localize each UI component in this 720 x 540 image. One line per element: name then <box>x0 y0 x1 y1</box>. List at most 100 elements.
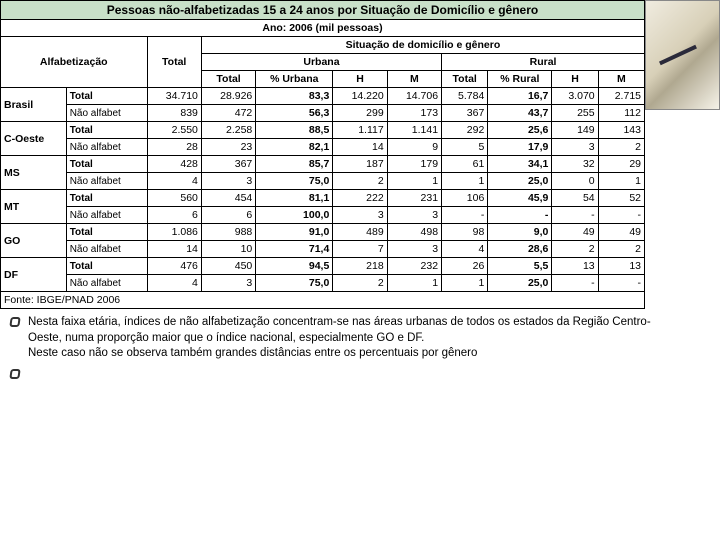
literacy-table: Pessoas não-alfabetizadas 15 a 24 anos p… <box>0 0 645 309</box>
row-nao-label: Não alfabet <box>66 173 147 190</box>
data-cell: 231 <box>387 190 441 207</box>
data-cell: 29 <box>598 156 644 173</box>
col-rur-total: Total <box>442 71 488 88</box>
note-2: Neste caso não se observa também grandes… <box>28 346 684 362</box>
data-cell: - <box>552 275 598 292</box>
region-cell: Brasil <box>1 88 67 122</box>
data-cell: 2 <box>598 139 644 156</box>
row-nao-label: Não alfabet <box>66 275 147 292</box>
data-cell: 3 <box>333 207 387 224</box>
data-cell: 4 <box>147 275 201 292</box>
data-cell: 1 <box>598 173 644 190</box>
footnotes: Nesta faixa etária, índices de não alfab… <box>0 309 700 362</box>
data-cell: 17,9 <box>488 139 552 156</box>
data-cell: 16,7 <box>488 88 552 105</box>
row-nao-label: Não alfabet <box>66 139 147 156</box>
table-row: Não alfabet141071,473428,622 <box>1 241 645 258</box>
data-cell: 179 <box>387 156 441 173</box>
data-cell: 49 <box>552 224 598 241</box>
table-row: Não alfabet4375,021125,001 <box>1 173 645 190</box>
data-cell: 0 <box>552 173 598 190</box>
decorative-photo-hand-writing <box>645 0 720 110</box>
col-urb-total: Total <box>201 71 255 88</box>
data-cell: 32 <box>552 156 598 173</box>
data-cell: 143 <box>598 122 644 139</box>
table-row: BrasilTotal34.71028.92683,314.22014.7065… <box>1 88 645 105</box>
table-row: DFTotal47645094,5218232265,51313 <box>1 258 645 275</box>
data-cell: 5.784 <box>442 88 488 105</box>
col-rur-m: M <box>598 71 644 88</box>
data-cell: 5,5 <box>488 258 552 275</box>
data-cell: 988 <box>201 224 255 241</box>
row-nao-label: Não alfabet <box>66 105 147 122</box>
data-cell: 2 <box>333 173 387 190</box>
data-cell: 28 <box>147 139 201 156</box>
row-total-label: Total <box>66 122 147 139</box>
data-cell: 52 <box>598 190 644 207</box>
row-total-label: Total <box>66 190 147 207</box>
table-row: Não alfabet83947256,329917336743,7255112 <box>1 105 645 122</box>
data-cell: 49 <box>598 224 644 241</box>
data-cell: 299 <box>333 105 387 122</box>
data-cell: 45,9 <box>488 190 552 207</box>
table-title: Pessoas não-alfabetizadas 15 a 24 anos p… <box>1 1 645 20</box>
data-cell: 472 <box>201 105 255 122</box>
bullet-icon <box>9 317 20 327</box>
data-cell: 100,0 <box>256 207 333 224</box>
data-cell: 428 <box>147 156 201 173</box>
data-cell: 2 <box>333 275 387 292</box>
data-cell: 10 <box>201 241 255 258</box>
data-cell: 112 <box>598 105 644 122</box>
data-cell: 4 <box>147 173 201 190</box>
col-pct-rural: % Rural <box>488 71 552 88</box>
col-total: Total <box>147 37 201 88</box>
data-cell: 7 <box>333 241 387 258</box>
note-1: Nesta faixa etária, índices de não alfab… <box>28 315 684 346</box>
bullet-icon <box>9 369 20 379</box>
data-cell: 9 <box>387 139 441 156</box>
data-cell: 23 <box>201 139 255 156</box>
data-cell: 2.550 <box>147 122 201 139</box>
data-cell: 91,0 <box>256 224 333 241</box>
col-urb-h: H <box>333 71 387 88</box>
data-cell: 450 <box>201 258 255 275</box>
region-cell: MS <box>1 156 67 190</box>
row-total-label: Total <box>66 224 147 241</box>
data-cell: - <box>488 207 552 224</box>
data-cell: 3 <box>387 207 441 224</box>
data-cell: 81,1 <box>256 190 333 207</box>
data-cell: 5 <box>442 139 488 156</box>
col-pct-urbana: % Urbana <box>256 71 333 88</box>
data-cell: 367 <box>201 156 255 173</box>
region-cell: MT <box>1 190 67 224</box>
data-cell: 85,7 <box>256 156 333 173</box>
data-cell: 25,6 <box>488 122 552 139</box>
data-cell: 476 <box>147 258 201 275</box>
data-cell: 3.070 <box>552 88 598 105</box>
data-cell: 367 <box>442 105 488 122</box>
data-cell: 3 <box>201 275 255 292</box>
data-cell: - <box>598 207 644 224</box>
table-row: GOTotal1.08698891,0489498989,04949 <box>1 224 645 241</box>
data-cell: 25,0 <box>488 275 552 292</box>
data-cell: 1.086 <box>147 224 201 241</box>
row-nao-label: Não alfabet <box>66 207 147 224</box>
data-cell: 88,5 <box>256 122 333 139</box>
data-cell: 75,0 <box>256 275 333 292</box>
data-cell: 13 <box>598 258 644 275</box>
data-cell: 28.926 <box>201 88 255 105</box>
data-cell: 9,0 <box>488 224 552 241</box>
data-cell: 4 <box>442 241 488 258</box>
row-total-label: Total <box>66 88 147 105</box>
data-cell: 149 <box>552 122 598 139</box>
data-cell: 1 <box>442 275 488 292</box>
col-rur-h: H <box>552 71 598 88</box>
row-total-label: Total <box>66 258 147 275</box>
data-cell: 232 <box>387 258 441 275</box>
data-cell: 106 <box>442 190 488 207</box>
data-cell: 54 <box>552 190 598 207</box>
page-container: Pessoas não-alfabetizadas 15 a 24 anos p… <box>0 0 720 362</box>
data-cell: 2.715 <box>598 88 644 105</box>
data-cell: 83,3 <box>256 88 333 105</box>
data-cell: 56,3 <box>256 105 333 122</box>
